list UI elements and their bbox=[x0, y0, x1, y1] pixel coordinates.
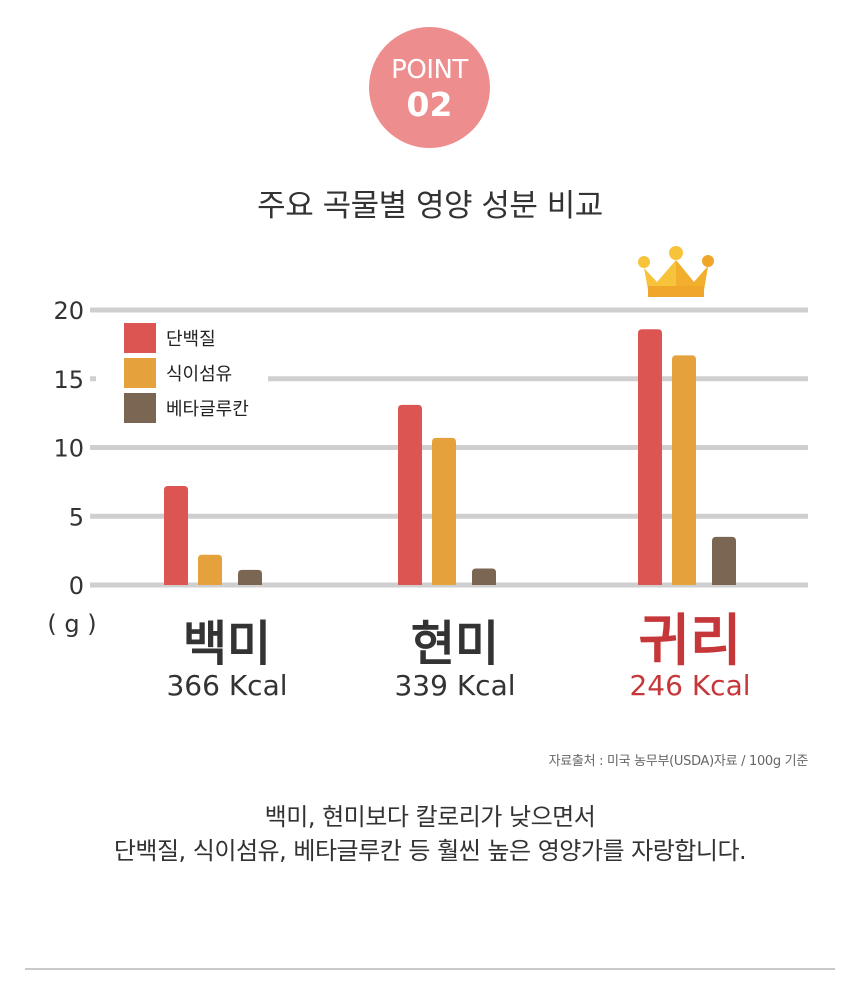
y-axis-unit: ( g ) bbox=[47, 610, 96, 638]
category-label: 귀리 bbox=[638, 609, 741, 674]
y-tick-label: 5 bbox=[69, 503, 84, 531]
summary-line-2: 단백질, 식이섬유, 베타글루칸 등 훨씬 높은 영양가를 자랑합니다. bbox=[113, 837, 747, 865]
data-source-note: 자료출처 : 미국 농무부(USDA)자료 / 100g 기준 bbox=[548, 754, 809, 769]
category-label: 백미 bbox=[183, 616, 271, 672]
y-tick-label: 20 bbox=[53, 297, 84, 325]
legend-label: 식이섬유 bbox=[166, 364, 232, 385]
point-number: 02 bbox=[406, 85, 453, 124]
y-tick-label: 10 bbox=[53, 435, 84, 463]
bar-백미-식이섬유 bbox=[198, 554, 222, 585]
bar-귀리-단백질 bbox=[638, 329, 662, 585]
bar-귀리-식이섬유 bbox=[672, 355, 696, 585]
bottom-divider bbox=[25, 968, 835, 970]
category-label: 현미 bbox=[411, 616, 499, 672]
bar-현미-식이섬유 bbox=[432, 437, 456, 585]
legend-swatch bbox=[124, 393, 156, 423]
bar-백미-베타글루칸 bbox=[238, 569, 262, 585]
y-tick-label: 0 bbox=[69, 572, 84, 600]
point-badge: POINT 02 bbox=[369, 27, 490, 148]
point-label: POINT bbox=[391, 55, 468, 85]
legend-swatch bbox=[124, 358, 156, 388]
crown-icon bbox=[638, 246, 714, 297]
category-kcal: 246 Kcal bbox=[629, 669, 750, 702]
page-title: 주요 곡물별 영양 성분 비교 bbox=[257, 188, 603, 224]
legend-label: 단백질 bbox=[166, 329, 216, 350]
legend-swatch bbox=[124, 323, 156, 353]
legend-label: 베타글루칸 bbox=[166, 399, 249, 420]
category-kcal: 339 Kcal bbox=[394, 669, 515, 702]
y-tick-label: 15 bbox=[53, 366, 84, 394]
bar-현미-단백질 bbox=[398, 404, 422, 585]
bar-귀리-베타글루칸 bbox=[712, 536, 736, 585]
bar-백미-단백질 bbox=[164, 486, 188, 585]
summary-line-1: 백미, 현미보다 칼로리가 낮으면서 bbox=[264, 803, 596, 831]
summary-text: 백미, 현미보다 칼로리가 낮으면서 단백질, 식이섬유, 베타글루칸 등 훨씬… bbox=[0, 800, 860, 868]
bar-현미-베타글루칸 bbox=[472, 568, 496, 585]
category-kcal: 366 Kcal bbox=[166, 669, 287, 702]
